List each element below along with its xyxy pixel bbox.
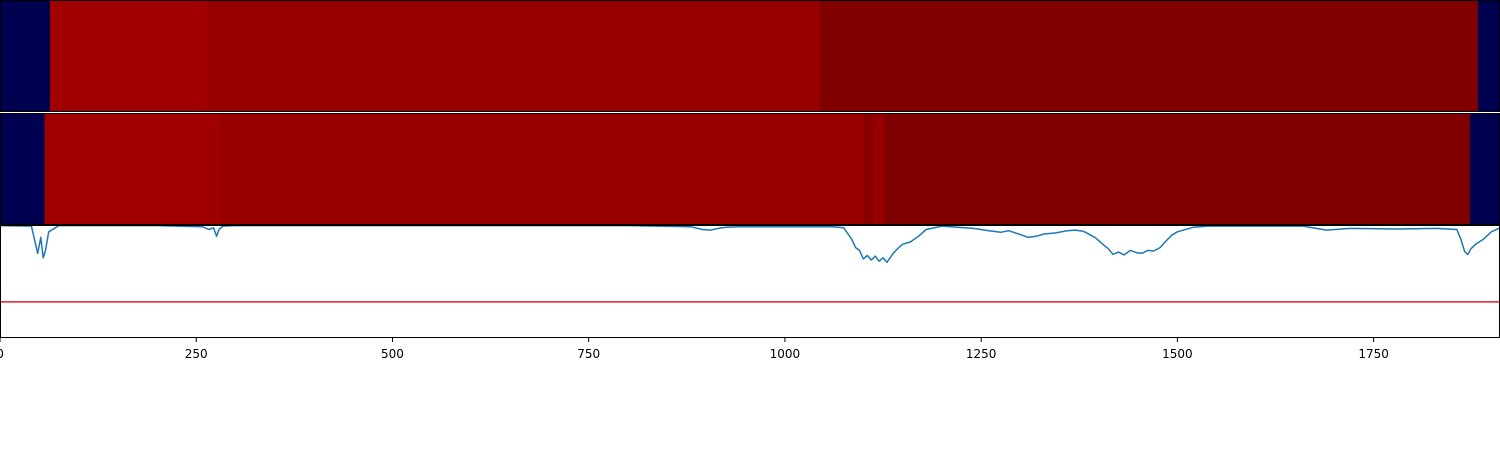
x-tick-label-7: 1750 (1358, 347, 1389, 361)
x-tick-label-1: 250 (185, 347, 208, 361)
middle-heatmap-segment-1 (44, 113, 221, 225)
line-layer (0, 224, 1500, 303)
middle-heatmap-panel (0, 113, 1500, 225)
line-plot-panel (0, 224, 1500, 303)
middle-heatmap-segment-5 (884, 113, 1471, 225)
middle-heatmap-segment-6 (1470, 113, 1500, 225)
x-tick-label-5: 1250 (966, 347, 997, 361)
top-heatmap-segment-2 (207, 0, 821, 112)
x-tick-label-6: 1500 (1162, 347, 1193, 361)
top-heatmap-segment-3 (820, 0, 1479, 112)
bottom-panel-frame (0, 225, 1500, 338)
series-line-0 (0, 224, 1500, 264)
top-heatmap-segment-0 (0, 0, 51, 112)
top-heatmap-segment-4 (1478, 0, 1500, 112)
top-heatmap-panel (0, 0, 1500, 112)
x-tick-label-0: 0 (0, 347, 4, 361)
middle-heatmap-segment-3 (864, 113, 874, 225)
middle-heatmap-segment-2 (219, 113, 865, 225)
top-heatmap-segment-1 (50, 0, 208, 112)
x-axis: 0 250 500 750 1000 1250 1500 1750 (0, 338, 1389, 361)
x-tick-label-2: 500 (381, 347, 404, 361)
middle-heatmap-segment-0 (0, 113, 46, 225)
x-tick-label-4: 1000 (770, 347, 801, 361)
x-tick-label-3: 750 (577, 347, 600, 361)
middle-heatmap-segment-4 (872, 113, 886, 225)
